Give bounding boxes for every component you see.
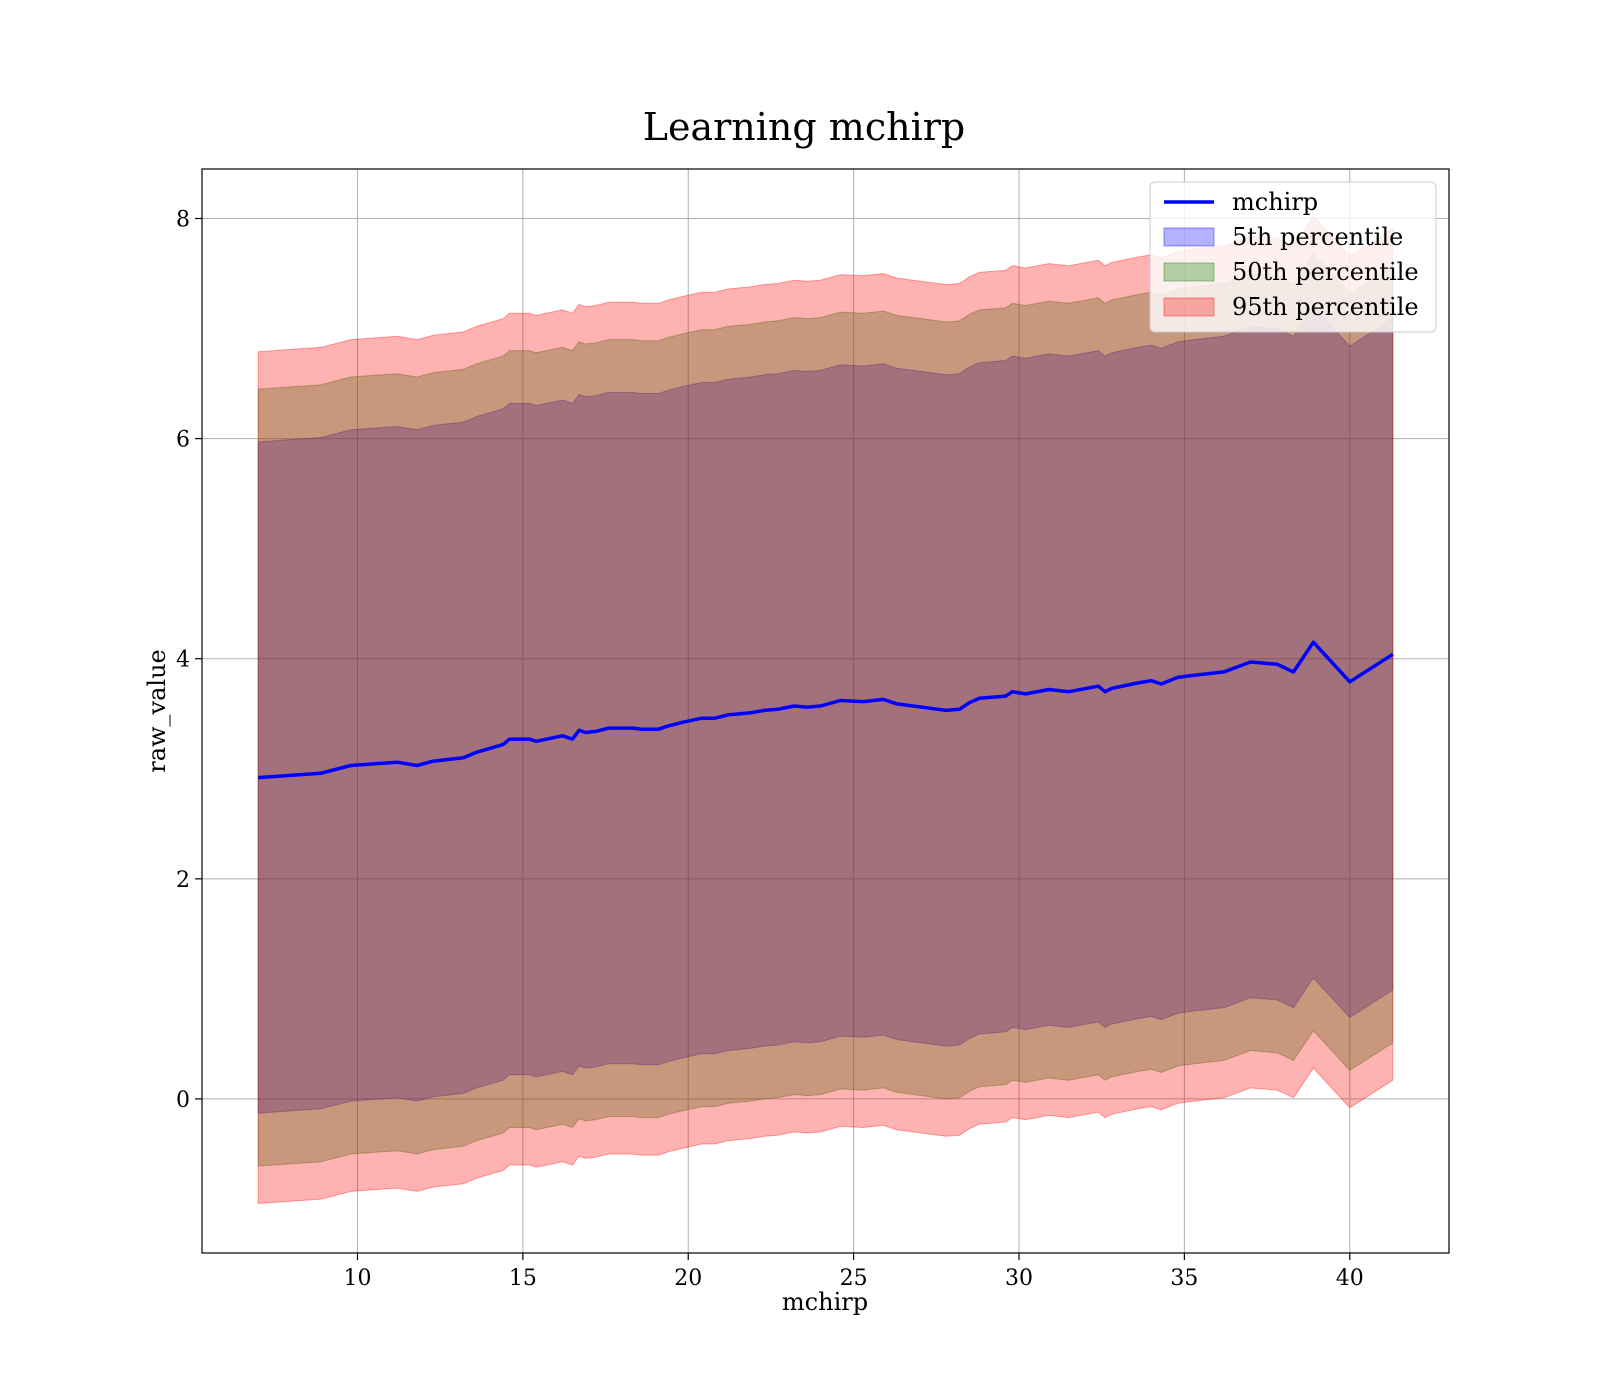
plot-background	[202, 169, 1449, 1253]
legend-swatch-band	[1163, 297, 1215, 317]
x-axis-label: mchirp	[782, 1288, 868, 1316]
x-tick-label: 25	[840, 1266, 868, 1291]
band-95th-percentile	[257, 215, 1394, 1205]
legend-label: 5th percentile	[1232, 223, 1403, 251]
chart-title: Learning mchirp	[643, 105, 965, 149]
band-5th-percentile	[257, 305, 1394, 1114]
x-tick-label: 20	[674, 1266, 702, 1291]
y-axis-label: raw_value	[143, 649, 171, 773]
legend-box	[1149, 181, 1437, 333]
grid	[202, 169, 1449, 1253]
series-lines	[258, 640, 1394, 780]
legend-swatch-band	[1163, 227, 1215, 247]
y-tick-label: 4	[176, 648, 190, 673]
plot-area	[201, 168, 1450, 1254]
legend: mchirp 5th percentile 50th percentile 95th …	[1149, 181, 1437, 333]
y-axis-ticks: 0 2 4 6 8	[176, 208, 202, 1113]
plot-frame	[201, 168, 1450, 1254]
y-tick-label: 2	[176, 868, 190, 893]
y-tick-label: 8	[176, 208, 190, 233]
x-tick-label: 30	[1005, 1266, 1033, 1291]
x-tick-label: 35	[1170, 1266, 1198, 1291]
legend-label: 50th percentile	[1232, 258, 1419, 286]
y-tick-label: 0	[176, 1088, 190, 1113]
x-tick-label: 15	[509, 1266, 537, 1291]
band-50th-percentile	[257, 252, 1394, 1167]
x-tick-label: 10	[343, 1266, 371, 1291]
x-tick-label: 40	[1336, 1266, 1364, 1291]
legend-label: 95th percentile	[1232, 293, 1419, 321]
legend-label: mchirp	[1232, 188, 1318, 216]
y-tick-label: 6	[176, 428, 190, 453]
percentile-bands	[257, 215, 1394, 1205]
mchirp-line	[258, 640, 1394, 780]
legend-swatch-band	[1163, 262, 1215, 282]
x-axis-ticks: 10 15 20 25 30 35 40	[343, 1253, 1364, 1291]
